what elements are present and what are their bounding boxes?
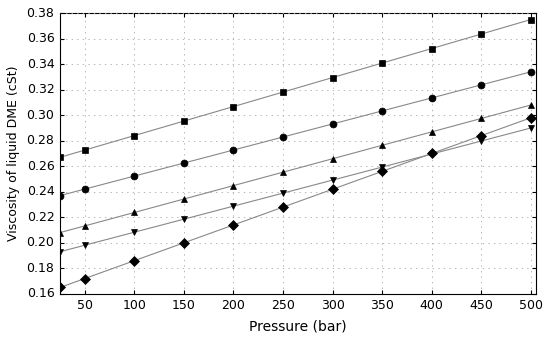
Y-axis label: Viscosity of liquid DME (cSt): Viscosity of liquid DME (cSt) [7, 66, 20, 241]
X-axis label: Pressure (bar): Pressure (bar) [249, 319, 346, 333]
